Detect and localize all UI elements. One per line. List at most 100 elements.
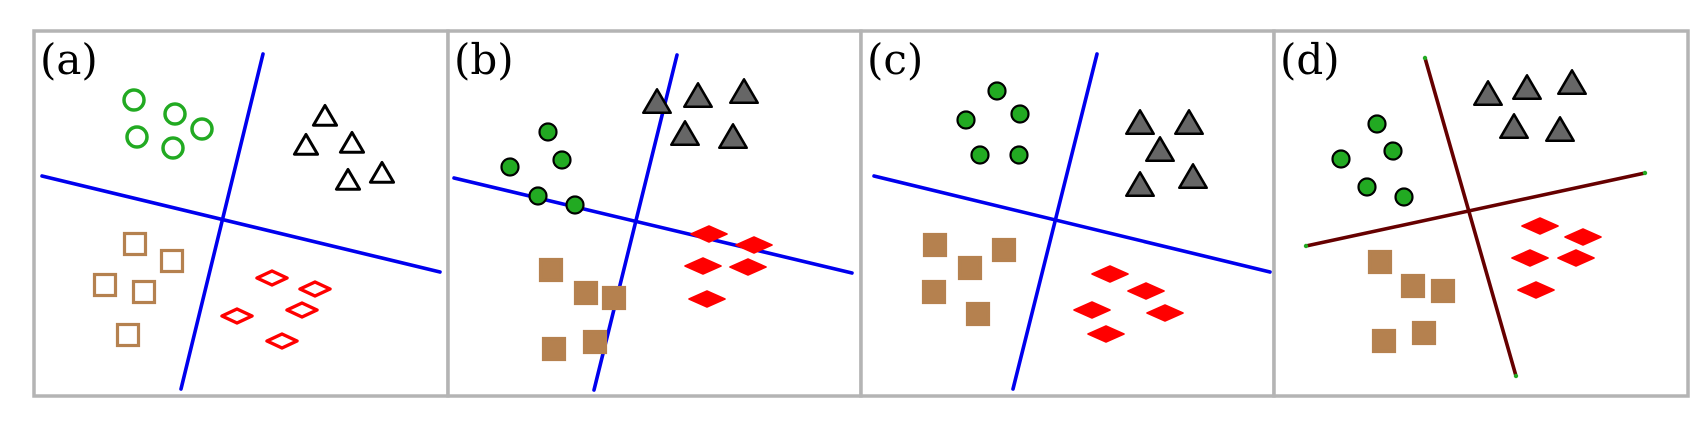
diamond-point (1521, 217, 1559, 235)
diamond-point (1557, 249, 1595, 267)
square-point (601, 285, 627, 311)
triangle-point (338, 130, 366, 154)
circle-point (1394, 187, 1414, 207)
diamond-point (1511, 249, 1549, 267)
diamond-point (1146, 304, 1184, 322)
circle-point (161, 136, 185, 160)
panel-b-label: (b) (454, 35, 514, 84)
circle-point (1367, 114, 1387, 134)
separator-line (40, 174, 442, 274)
circle-point (1331, 149, 1351, 169)
panel-d-border (1272, 29, 1690, 398)
square-point (921, 279, 947, 305)
panel-d: (d) (1272, 29, 1690, 398)
diamond-point (735, 236, 773, 254)
panel-c-label: (c) (867, 35, 923, 84)
panel-d-shapes (1303, 55, 1648, 379)
diamond-point (265, 332, 299, 350)
square-point (1400, 273, 1426, 299)
diamond-point (1564, 228, 1602, 246)
circle-point (538, 122, 558, 142)
circle-point (122, 88, 146, 112)
square-point (538, 257, 564, 283)
separator-line (452, 176, 854, 275)
square-point (991, 237, 1017, 263)
triangle-point (718, 123, 748, 150)
square-point (1430, 278, 1456, 304)
panel-c-shapes (872, 52, 1272, 391)
circle-point (552, 150, 572, 170)
triangle-point (729, 78, 759, 105)
circle-point (163, 102, 187, 126)
square-point (115, 322, 141, 348)
triangle-point (1512, 74, 1542, 101)
triangle-point (1545, 116, 1575, 143)
panel-b-border (446, 29, 863, 398)
square-point (159, 248, 185, 274)
square-point (582, 329, 608, 355)
panel-b-shapes (452, 53, 854, 392)
separator-line (1304, 171, 1647, 248)
panel-a-border (32, 29, 450, 398)
circle-point (125, 125, 149, 149)
circle-point (190, 117, 214, 141)
triangle-point (1557, 69, 1587, 96)
circle-point (565, 195, 585, 215)
square-point (1371, 328, 1397, 354)
panel-c-border (859, 29, 1276, 398)
triangle-point (368, 160, 396, 184)
diamond-point (1087, 325, 1125, 343)
triangle-point (1125, 171, 1155, 198)
triangle-point (334, 167, 362, 191)
panel-b: (b) (446, 29, 863, 398)
circle-point (970, 145, 990, 165)
circle-point (1383, 141, 1403, 161)
square-point (541, 336, 567, 362)
separator-line (179, 52, 265, 391)
panel-a-shapes (40, 52, 442, 391)
square-point (92, 272, 118, 298)
circle-point (987, 81, 1007, 101)
square-point (573, 280, 599, 306)
diamond-point (1091, 265, 1129, 283)
separator-line (1423, 56, 1518, 378)
panel-c: (c) (859, 29, 1276, 398)
line-endpoint-dot (1422, 55, 1428, 61)
square-point (122, 231, 148, 257)
triangle-point (1174, 109, 1204, 136)
line-endpoint-dot (1642, 170, 1648, 176)
diamond-point (1073, 301, 1111, 319)
square-point (957, 255, 983, 281)
triangle-point (642, 88, 672, 115)
diamond-point (684, 257, 722, 275)
circle-point (500, 157, 520, 177)
diamond-point (729, 258, 767, 276)
triangle-point (292, 132, 320, 156)
triangle-point (1499, 113, 1529, 140)
diamond-point (690, 225, 728, 243)
triangle-point (683, 82, 713, 109)
diamond-point (285, 301, 319, 319)
circle-point (1357, 177, 1377, 197)
diamond-point (688, 290, 726, 308)
triangle-point (1125, 109, 1155, 136)
diamond-point (220, 307, 254, 325)
circle-point (528, 186, 548, 206)
square-point (131, 279, 157, 305)
circle-point (956, 110, 976, 130)
circle-point (1010, 104, 1030, 124)
separator-line (872, 174, 1272, 274)
panel-a-label: (a) (40, 35, 98, 84)
triangle-point (1145, 136, 1175, 163)
diamond-point (1127, 282, 1165, 300)
square-point (922, 232, 948, 258)
triangle-point (1178, 163, 1208, 190)
diamond-point (1517, 281, 1555, 299)
square-point (1367, 249, 1393, 275)
triangle-point (670, 120, 700, 147)
line-endpoint-dot (1303, 243, 1309, 249)
line-endpoint-dot (1513, 373, 1519, 379)
circle-point (1009, 145, 1029, 165)
square-point (965, 301, 991, 327)
